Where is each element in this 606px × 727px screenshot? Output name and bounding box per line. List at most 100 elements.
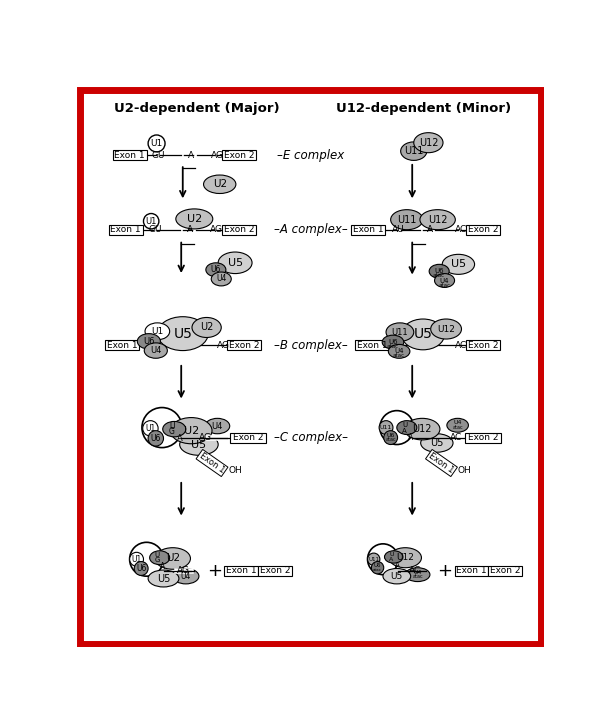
Ellipse shape (163, 422, 186, 437)
Circle shape (379, 421, 393, 435)
Text: U12-dependent (Minor): U12-dependent (Minor) (336, 103, 511, 116)
Ellipse shape (421, 434, 453, 452)
Text: Exon 1: Exon 1 (427, 451, 456, 475)
Text: U: U (389, 552, 394, 557)
Text: Exon 1: Exon 1 (357, 341, 387, 350)
FancyBboxPatch shape (466, 340, 500, 350)
Text: U: U (402, 422, 407, 428)
Text: Exon 1: Exon 1 (110, 225, 141, 234)
Text: A: A (427, 225, 433, 234)
Ellipse shape (211, 272, 231, 286)
Text: U4: U4 (216, 275, 227, 284)
Text: U5: U5 (191, 440, 207, 449)
Text: U1: U1 (150, 139, 162, 148)
Text: atac: atac (439, 283, 451, 288)
Text: AU: AU (391, 225, 404, 234)
Text: GU: GU (149, 225, 162, 234)
Text: G: G (169, 427, 175, 436)
Ellipse shape (405, 568, 430, 582)
Text: U6: U6 (388, 339, 398, 345)
Ellipse shape (383, 569, 411, 584)
FancyBboxPatch shape (488, 566, 522, 576)
Circle shape (384, 430, 398, 444)
Text: U6: U6 (435, 268, 444, 274)
Text: A: A (188, 150, 195, 159)
FancyBboxPatch shape (81, 90, 541, 644)
Ellipse shape (382, 335, 404, 349)
Text: U2: U2 (187, 214, 202, 224)
FancyBboxPatch shape (227, 340, 261, 350)
Text: U11: U11 (397, 214, 416, 225)
Text: U5: U5 (451, 260, 466, 269)
Text: U2: U2 (200, 323, 213, 332)
Text: U4: U4 (181, 571, 191, 581)
Ellipse shape (401, 319, 445, 350)
Text: –A complex–: –A complex– (274, 223, 347, 236)
Text: U4: U4 (453, 420, 462, 425)
Ellipse shape (405, 418, 440, 440)
Ellipse shape (442, 254, 474, 274)
Text: AC: AC (455, 341, 468, 350)
FancyBboxPatch shape (224, 566, 258, 576)
Ellipse shape (431, 319, 462, 339)
Text: AC: AC (409, 566, 421, 575)
FancyBboxPatch shape (113, 150, 147, 160)
Ellipse shape (176, 209, 213, 229)
Text: U5: U5 (413, 327, 433, 342)
Circle shape (368, 553, 380, 566)
Text: +: + (437, 562, 452, 580)
Text: A: A (395, 563, 400, 569)
Text: U2-dependent (Major): U2-dependent (Major) (114, 103, 279, 116)
Text: AC: AC (454, 225, 467, 234)
FancyBboxPatch shape (105, 340, 139, 350)
Text: Exon 2: Exon 2 (260, 566, 290, 575)
Ellipse shape (218, 252, 252, 273)
Text: atac: atac (373, 568, 382, 572)
Circle shape (142, 408, 182, 448)
Text: atac: atac (393, 353, 405, 358)
FancyBboxPatch shape (454, 566, 488, 576)
Text: U6: U6 (387, 433, 395, 438)
Text: Exon 2: Exon 2 (468, 225, 498, 234)
Text: atac: atac (433, 273, 445, 278)
Text: Exon 2: Exon 2 (233, 433, 264, 442)
FancyBboxPatch shape (351, 225, 385, 235)
Text: U6: U6 (211, 265, 221, 274)
Ellipse shape (388, 345, 410, 358)
Text: Exon 1: Exon 1 (198, 451, 226, 475)
Text: U5: U5 (391, 571, 403, 581)
Text: U6: U6 (151, 434, 161, 443)
Ellipse shape (206, 262, 226, 277)
Text: U12: U12 (428, 214, 447, 225)
Circle shape (135, 561, 148, 575)
Text: A: A (408, 433, 413, 442)
Circle shape (148, 430, 164, 446)
Text: U: U (169, 422, 175, 430)
Ellipse shape (192, 318, 221, 337)
Text: U2: U2 (213, 180, 227, 189)
Text: U1: U1 (145, 217, 157, 225)
Text: U12: U12 (396, 553, 415, 562)
Circle shape (368, 544, 398, 574)
Text: U11: U11 (380, 425, 392, 430)
FancyBboxPatch shape (258, 566, 292, 576)
Circle shape (130, 542, 164, 577)
Text: AG: AG (210, 225, 223, 234)
Ellipse shape (386, 323, 414, 342)
Ellipse shape (435, 273, 454, 287)
Text: atac: atac (385, 438, 396, 443)
Ellipse shape (204, 175, 236, 193)
Text: U12: U12 (437, 324, 455, 334)
Text: U12: U12 (413, 424, 432, 434)
Circle shape (144, 214, 159, 229)
Text: U5: U5 (173, 326, 192, 341)
Text: U5: U5 (227, 258, 242, 268)
Text: –E complex: –E complex (277, 148, 344, 161)
Ellipse shape (158, 317, 208, 350)
Text: U4: U4 (150, 346, 161, 355)
Text: Exon 1: Exon 1 (115, 150, 145, 159)
Text: Exon 1: Exon 1 (456, 566, 487, 575)
Ellipse shape (138, 334, 161, 349)
Text: U6: U6 (143, 337, 155, 346)
Text: U1: U1 (132, 555, 142, 563)
